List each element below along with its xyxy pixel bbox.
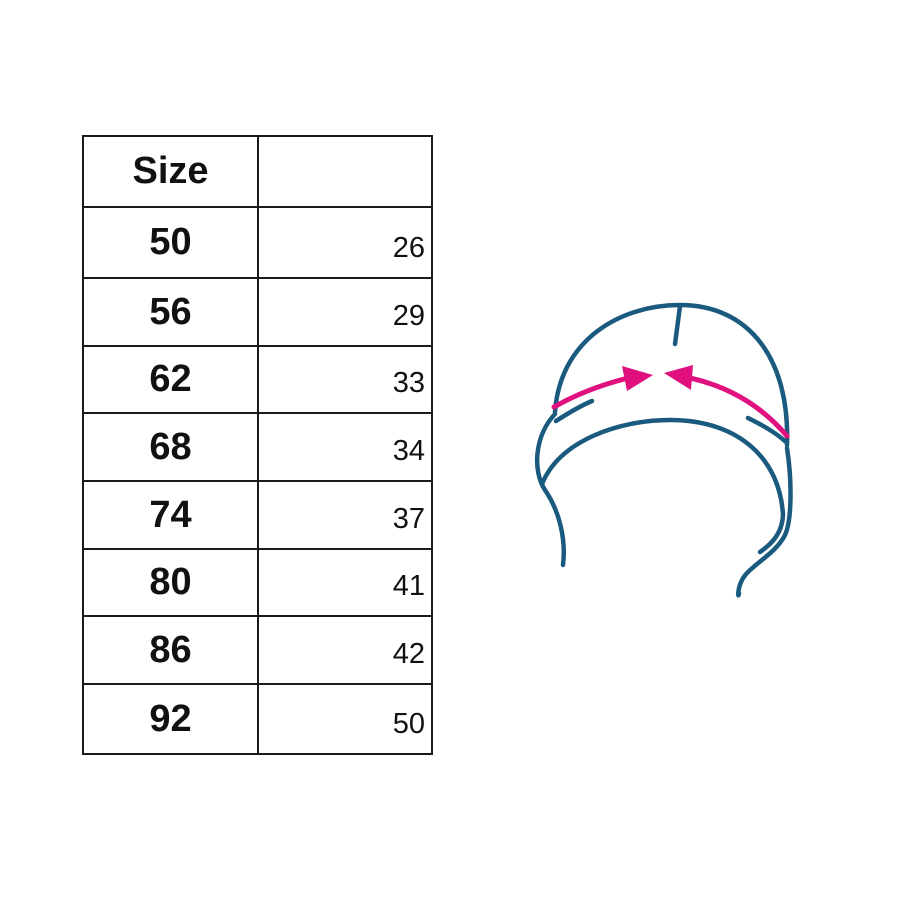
measurement-cell: 42 [257,615,433,685]
header-measure [257,135,433,208]
hat-fold-right [745,415,789,445]
size-cell: 92 [82,683,259,755]
hat-fold-left [553,398,595,424]
header-size: Size [82,135,259,208]
table-row: 68 34 [82,412,433,482]
measurement-cell: 41 [257,548,433,617]
arrow-right-head [664,365,693,390]
size-cell: 50 [82,206,259,279]
arrow-right [687,375,790,439]
arrow-left-head [622,366,653,391]
table-row: 86 42 [82,615,433,685]
size-cell: 56 [82,277,259,347]
measurement-cell: 50 [257,683,433,755]
arrow-left [551,375,631,410]
hat-brim-outer [534,411,566,568]
measurement-cell: 33 [257,345,433,414]
measurement-cell: 37 [257,480,433,550]
size-cell: 86 [82,615,259,685]
size-table: Size 50 26 56 29 62 33 68 34 74 37 80 41 86 42 92 50 [82,135,433,755]
hat-brim-inner [539,417,786,555]
table-row: 80 41 [82,548,433,617]
size-cell: 74 [82,480,259,550]
measure-arrows [551,365,790,439]
table-row: 50 26 [82,206,433,279]
size-cell: 80 [82,548,259,617]
hat-seam [672,303,683,347]
size-cell: 62 [82,345,259,414]
table-row: 92 50 [82,683,433,755]
table-row: 74 37 [82,480,433,550]
measurement-cell: 29 [257,277,433,347]
hat-neck-right [735,445,793,598]
measurement-cell: 26 [257,206,433,279]
table-row: 62 33 [82,345,433,414]
size-cell: 68 [82,412,259,482]
table-header-row: Size [82,135,433,208]
table-row: 56 29 [82,277,433,347]
measurement-cell: 34 [257,412,433,482]
